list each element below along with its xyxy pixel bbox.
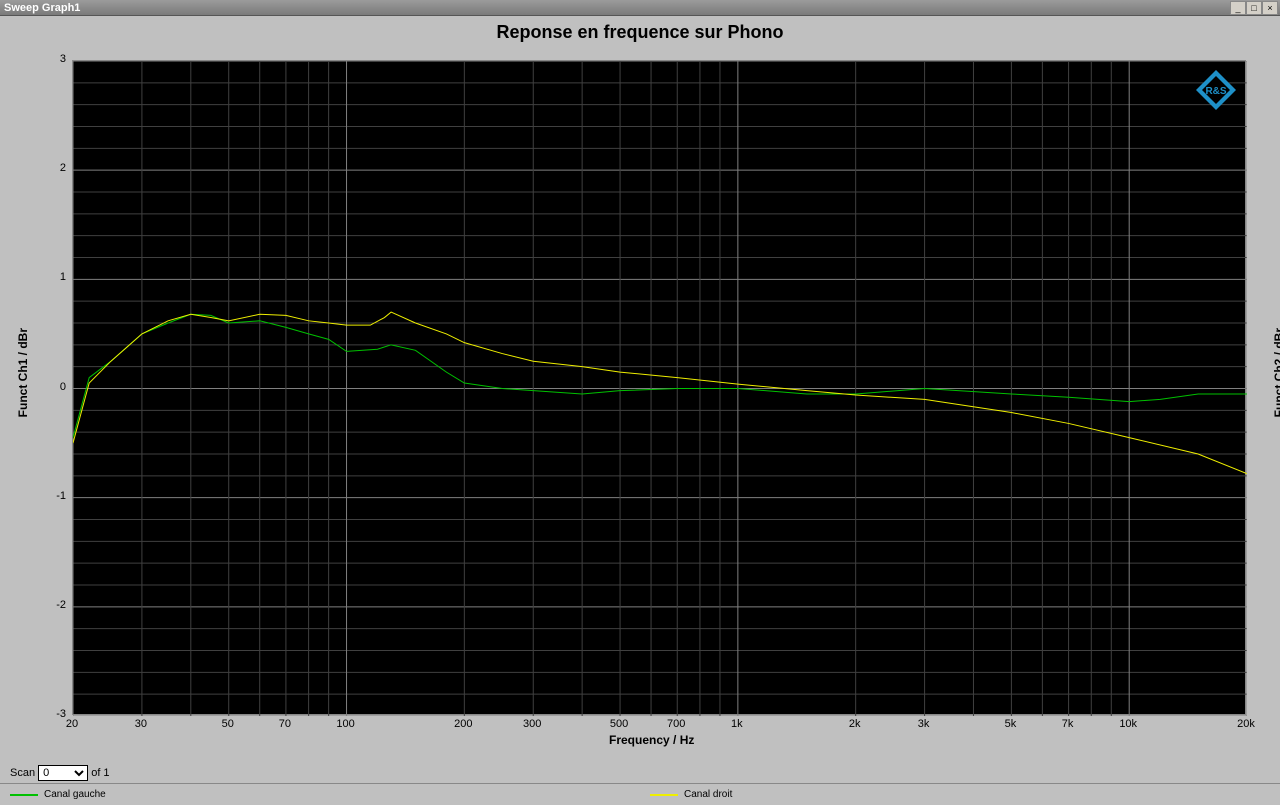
chart-title: Reponse en frequence sur Phono (10, 22, 1270, 43)
brand-logo-icon: R&S (1196, 70, 1236, 110)
x-tick: 700 (667, 718, 685, 730)
y-tick: -1 (42, 490, 66, 502)
svg-text:R&S: R&S (1205, 86, 1226, 97)
x-tick: 70 (279, 718, 291, 730)
legend-swatch-right (650, 794, 678, 796)
scan-select[interactable]: 0 (38, 765, 88, 781)
legend-item-left: Canal gauche (0, 789, 640, 800)
x-tick: 5k (1005, 718, 1017, 730)
legend-label-right: Canal droit (684, 789, 732, 800)
series-line-1 (73, 312, 1247, 474)
y-axis-label-left: Funct Ch1 / dBr (16, 328, 30, 417)
scan-bar: Scan 0 of 1 (0, 763, 1280, 783)
x-tick: 2k (849, 718, 861, 730)
y-tick: 1 (42, 271, 66, 283)
chart-container: Reponse en frequence sur Phono Funct Ch1… (10, 20, 1270, 760)
close-button[interactable]: × (1262, 1, 1278, 15)
x-tick: 1k (731, 718, 743, 730)
x-tick: 20 (66, 718, 78, 730)
scan-label: Scan (10, 767, 35, 779)
scan-of-label: of 1 (91, 767, 109, 779)
x-tick: 100 (336, 718, 354, 730)
x-tick: 200 (454, 718, 472, 730)
maximize-button[interactable]: □ (1246, 1, 1262, 15)
x-tick: 3k (918, 718, 930, 730)
x-axis-label: Frequency / Hz (609, 733, 694, 747)
x-tick: 500 (610, 718, 628, 730)
window-title: Sweep Graph1 (2, 2, 1230, 14)
x-tick: 300 (523, 718, 541, 730)
x-tick: 7k (1062, 718, 1074, 730)
y-tick: 3 (42, 53, 66, 65)
legend-bar: Canal gauche Canal droit (0, 783, 1280, 805)
y-tick: 0 (42, 381, 66, 393)
plot-area (72, 60, 1246, 715)
x-tick: 10k (1119, 718, 1137, 730)
window-titlebar: Sweep Graph1 _ □ × (0, 0, 1280, 16)
window-buttons: _ □ × (1230, 1, 1278, 15)
x-tick: 20k (1237, 718, 1255, 730)
x-tick: 30 (135, 718, 147, 730)
y-tick: 2 (42, 162, 66, 174)
minimize-button[interactable]: _ (1230, 1, 1246, 15)
legend-label-left: Canal gauche (44, 789, 106, 800)
legend-swatch-left (10, 794, 38, 796)
legend-item-right: Canal droit (640, 789, 1280, 800)
y-axis-label-right: Funct Ch2 / dBr (1272, 328, 1280, 417)
y-tick: -3 (42, 708, 66, 720)
y-tick: -2 (42, 599, 66, 611)
x-tick: 50 (222, 718, 234, 730)
